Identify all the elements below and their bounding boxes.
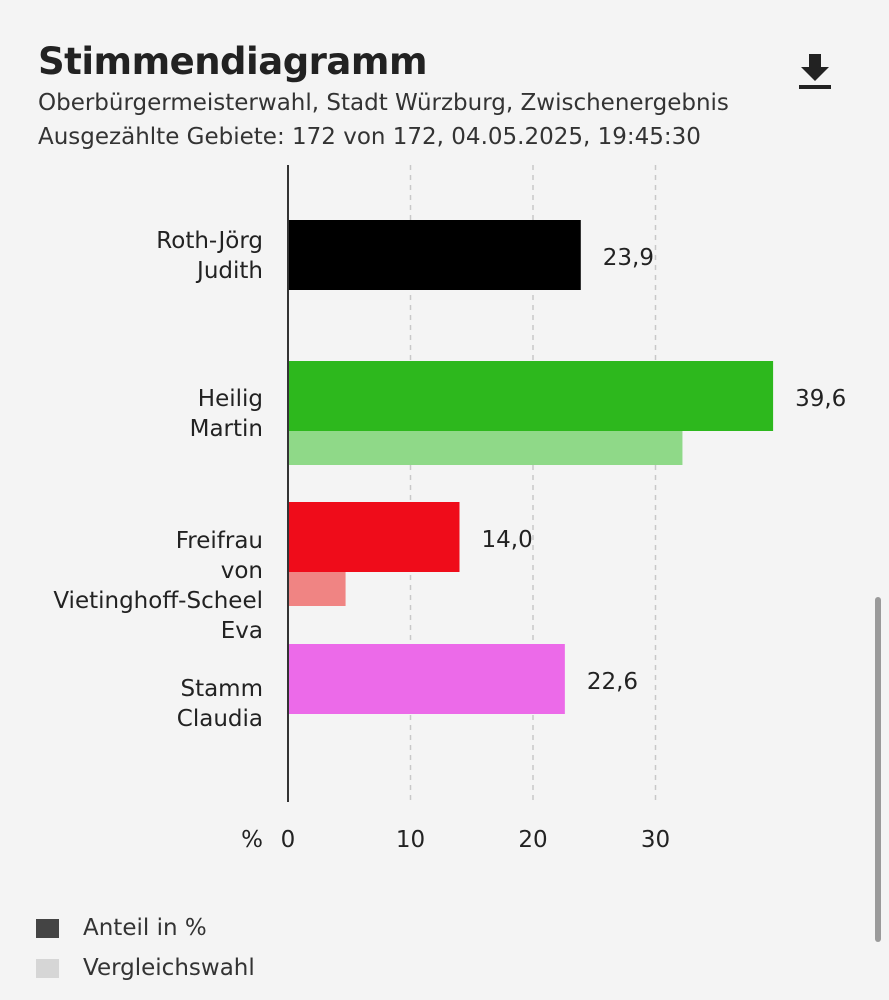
bar: [288, 644, 565, 714]
comparison-bar: [288, 572, 346, 606]
x-tick-label: 0: [281, 827, 296, 853]
legend: Anteil in % Vergleichswahl: [36, 908, 255, 988]
legend-label: Vergleichswahl: [83, 955, 255, 981]
bar: [288, 361, 774, 431]
x-tick-label: 10: [396, 827, 425, 853]
comparison-bar: [288, 431, 683, 465]
bar-chart: 23,9 Roth-Jörg Judith 39,6 Heilig Martin 14,0 F…: [53, 165, 846, 853]
legend-item-comparison: Vergleichswahl: [36, 948, 255, 988]
data-label: 22,6: [587, 669, 638, 695]
x-unit-label: %: [241, 827, 263, 853]
x-tick-label: 30: [641, 827, 670, 853]
x-tick-label: 20: [518, 827, 547, 853]
chart-subtitle: Oberbürgermeisterwahl, Stadt Würzburg, Z…: [38, 90, 729, 116]
legend-label: Anteil in %: [83, 915, 207, 941]
category-label: Stamm Claudia: [177, 676, 263, 732]
data-label: 14,0: [482, 527, 533, 553]
scrollbar[interactable]: [875, 597, 881, 942]
category-label: Heilig Martin: [190, 386, 263, 442]
legend-swatch: [36, 958, 59, 978]
bar: [288, 502, 460, 572]
data-label: 23,9: [603, 245, 654, 271]
bar: [288, 220, 581, 290]
chart-title: Stimmendiagramm: [38, 40, 428, 83]
download-icon[interactable]: [796, 52, 834, 92]
category-label: Freifrau von Vietinghoff-Scheel Eva: [53, 528, 263, 644]
legend-swatch: [36, 918, 59, 938]
legend-item-share: Anteil in %: [36, 908, 255, 948]
category-label: Roth-Jörg Judith: [156, 228, 263, 284]
counting-info: Ausgezählte Gebiete: 172 von 172, 04.05.…: [38, 124, 701, 150]
data-label: 39,6: [795, 386, 846, 412]
